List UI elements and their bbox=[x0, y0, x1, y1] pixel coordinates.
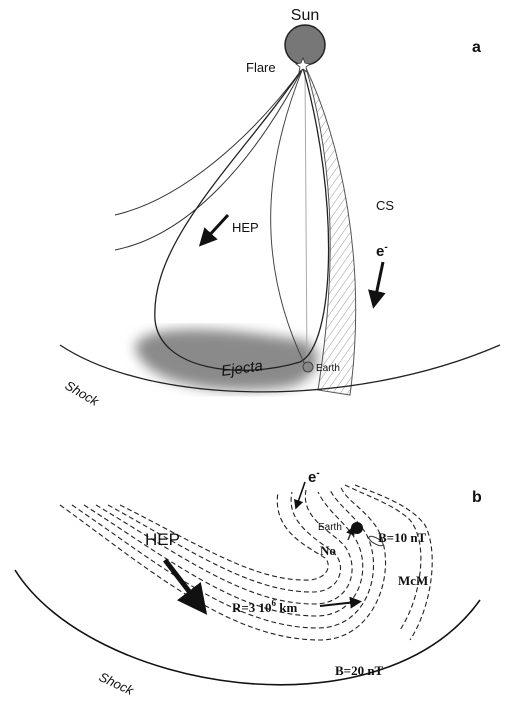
shock-label: Shock bbox=[97, 669, 137, 698]
electron-sup: - bbox=[384, 242, 387, 253]
field-line bbox=[96, 490, 352, 604]
hep-label: HEP bbox=[232, 220, 259, 235]
earth-label: Earth bbox=[318, 522, 342, 533]
electron-label: e- bbox=[308, 468, 320, 486]
radius-arrow bbox=[320, 602, 356, 606]
sun-label: Sun bbox=[291, 7, 319, 24]
b-inner-label: B=10 nT bbox=[378, 530, 427, 545]
earth bbox=[351, 522, 363, 534]
ejecta-cloud bbox=[135, 329, 317, 390]
electron-arrow bbox=[297, 482, 305, 505]
radius-unit: km bbox=[276, 600, 297, 615]
field-line bbox=[115, 68, 303, 215]
earth bbox=[303, 362, 313, 372]
field-line bbox=[108, 492, 341, 592]
field-line bbox=[60, 485, 386, 640]
electron-arrow bbox=[375, 262, 383, 300]
panel-label: b bbox=[472, 489, 482, 506]
panel-b bbox=[60, 485, 432, 640]
radius-label: R=3 106 km bbox=[232, 598, 298, 615]
field-line bbox=[271, 68, 305, 365]
field-line bbox=[115, 68, 303, 250]
panel-a: Sun Flare a HEP CS e- Ejecta Earth Shock bbox=[60, 7, 500, 409]
no-arrow bbox=[348, 530, 352, 540]
electron-label: e- bbox=[376, 242, 388, 260]
cs-label: CS bbox=[376, 198, 394, 213]
panel-label: a bbox=[472, 39, 481, 56]
electron-sup: - bbox=[316, 468, 319, 479]
hep-label: HEP bbox=[145, 530, 180, 549]
no-label: No bbox=[320, 543, 336, 558]
mcm-label: McM bbox=[398, 573, 428, 588]
diagram: Sun Flare a HEP CS e- Ejecta Earth Shock… bbox=[0, 0, 512, 720]
sun bbox=[285, 25, 325, 65]
b-outer-label: B=20 nT bbox=[335, 663, 384, 678]
flare-label: Flare bbox=[246, 60, 276, 75]
shock-label: Shock bbox=[63, 378, 103, 410]
field-line bbox=[345, 485, 421, 630]
sun-earth-line bbox=[305, 68, 307, 365]
panel-b-marks: b e- HEP Earth B=10 nT No McM R=3 106 km… bbox=[15, 468, 482, 699]
electron-symbol: e bbox=[308, 469, 316, 486]
electron-symbol: e bbox=[376, 243, 384, 260]
earth-label: Earth bbox=[316, 363, 340, 374]
hep-arrow bbox=[205, 215, 228, 240]
radius-value: R=3 10 bbox=[232, 600, 272, 615]
field-line bbox=[355, 485, 432, 640]
hep-arrow bbox=[165, 560, 198, 603]
